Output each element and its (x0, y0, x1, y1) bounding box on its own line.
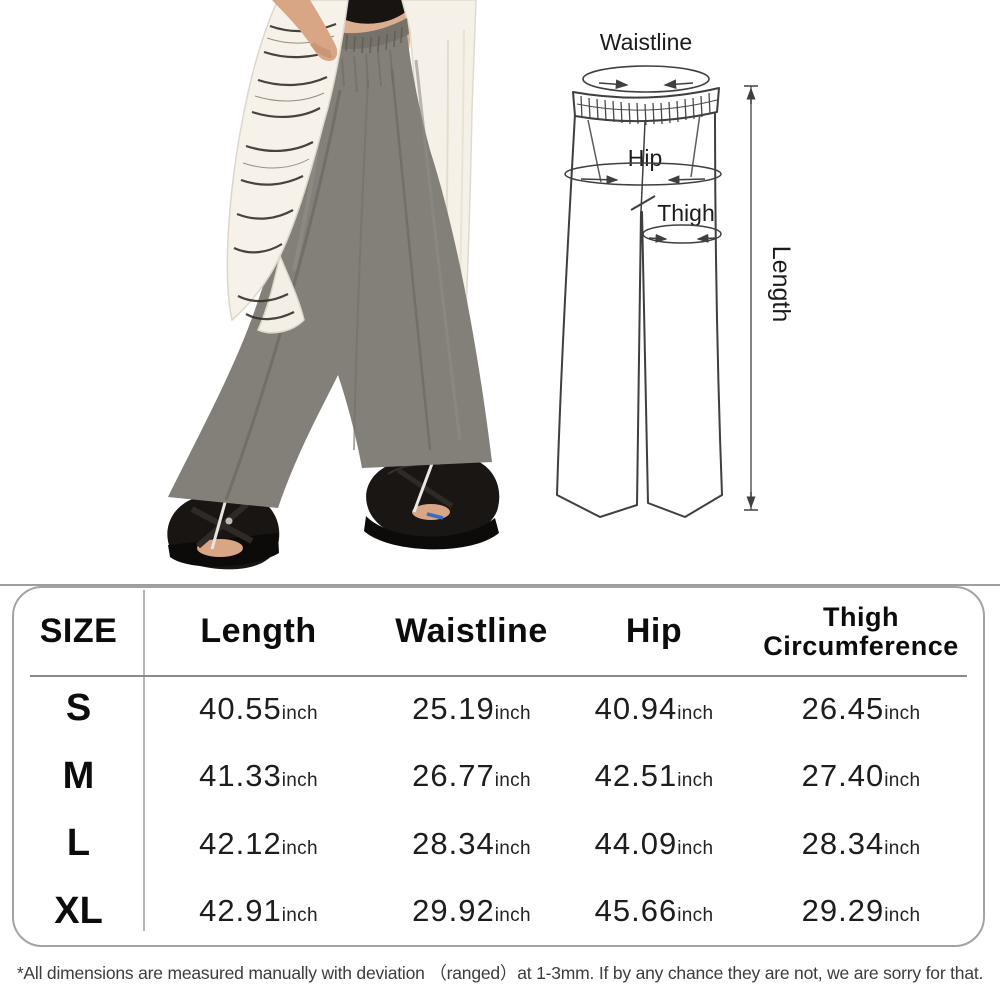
waistline-label: Waistline (600, 29, 692, 55)
size-label-s: S (65, 687, 92, 730)
unit-label: inch (281, 770, 318, 792)
header-waistline: Waistline (395, 611, 548, 650)
value-m-thigh: 27.40inch (801, 758, 921, 794)
unit-label: inch (677, 905, 714, 927)
grey-pants (168, 18, 492, 508)
value-l-thigh: 28.34inch (801, 825, 921, 861)
value-xl-hip: 45.66inch (594, 893, 714, 929)
unit-label: inch (494, 837, 531, 859)
unit-label: inch (494, 702, 531, 724)
value-s-thigh: 26.45inch (801, 690, 921, 726)
value-l-length: 42.12inch (199, 825, 318, 861)
size-column-divider (143, 590, 145, 931)
value-xl-thigh: 29.29inch (801, 893, 921, 929)
unit-label: inch (281, 837, 318, 859)
header-length: Length (200, 611, 317, 650)
unit-label: inch (281, 702, 318, 724)
section-divider (0, 584, 1000, 586)
length-dimension-line (744, 85, 758, 511)
left-sandal (167, 490, 280, 570)
value-s-waistline: 25.19inch (412, 690, 531, 726)
unit-label: inch (494, 770, 531, 792)
unit-label: inch (677, 770, 714, 792)
value-xl-length: 42.91inch (199, 893, 318, 929)
unit-label: inch (677, 702, 714, 724)
value-l-hip: 44.09inch (594, 825, 714, 861)
value-s-hip: 40.94inch (594, 690, 714, 726)
shirt-striped-drape (226, 0, 349, 334)
pants-sketch (556, 87, 723, 518)
unit-label: inch (884, 770, 921, 792)
measurement-diagram: Waistline Hip (556, 29, 795, 518)
unit-label: inch (884, 837, 921, 859)
header-hip: Hip (625, 611, 683, 650)
size-label-l: L (66, 822, 91, 865)
value-s-length: 40.55inch (199, 690, 318, 726)
value-xl-waistline: 29.92inch (412, 893, 531, 929)
arm (272, 0, 338, 61)
value-l-waistline: 28.34inch (412, 825, 531, 861)
right-sandal (364, 453, 500, 550)
model-photo (167, 0, 500, 570)
size-label-m: M (62, 754, 95, 797)
length-label: Length (767, 246, 795, 322)
unit-label: inch (677, 837, 714, 859)
header-size: SIZE (39, 611, 118, 650)
unit-label: inch (494, 905, 531, 927)
size-table: SIZE Length Waistline Hip Thigh Circumfe… (12, 586, 985, 947)
header-divider (30, 675, 967, 677)
size-label-xl: XL (54, 889, 103, 932)
measurement-disclaimer: *All dimensions are measured manually wi… (16, 963, 984, 983)
thigh-label: Thigh (657, 200, 715, 226)
value-m-waistline: 26.77inch (412, 758, 531, 794)
hip-label: Hip (628, 145, 663, 171)
value-m-hip: 42.51inch (594, 758, 714, 794)
value-m-length: 41.33inch (199, 758, 318, 794)
unit-label: inch (884, 702, 921, 724)
header-thigh-circumference: Thigh Circumference (763, 602, 959, 661)
unit-label: inch (281, 905, 318, 927)
unit-label: inch (884, 905, 921, 927)
